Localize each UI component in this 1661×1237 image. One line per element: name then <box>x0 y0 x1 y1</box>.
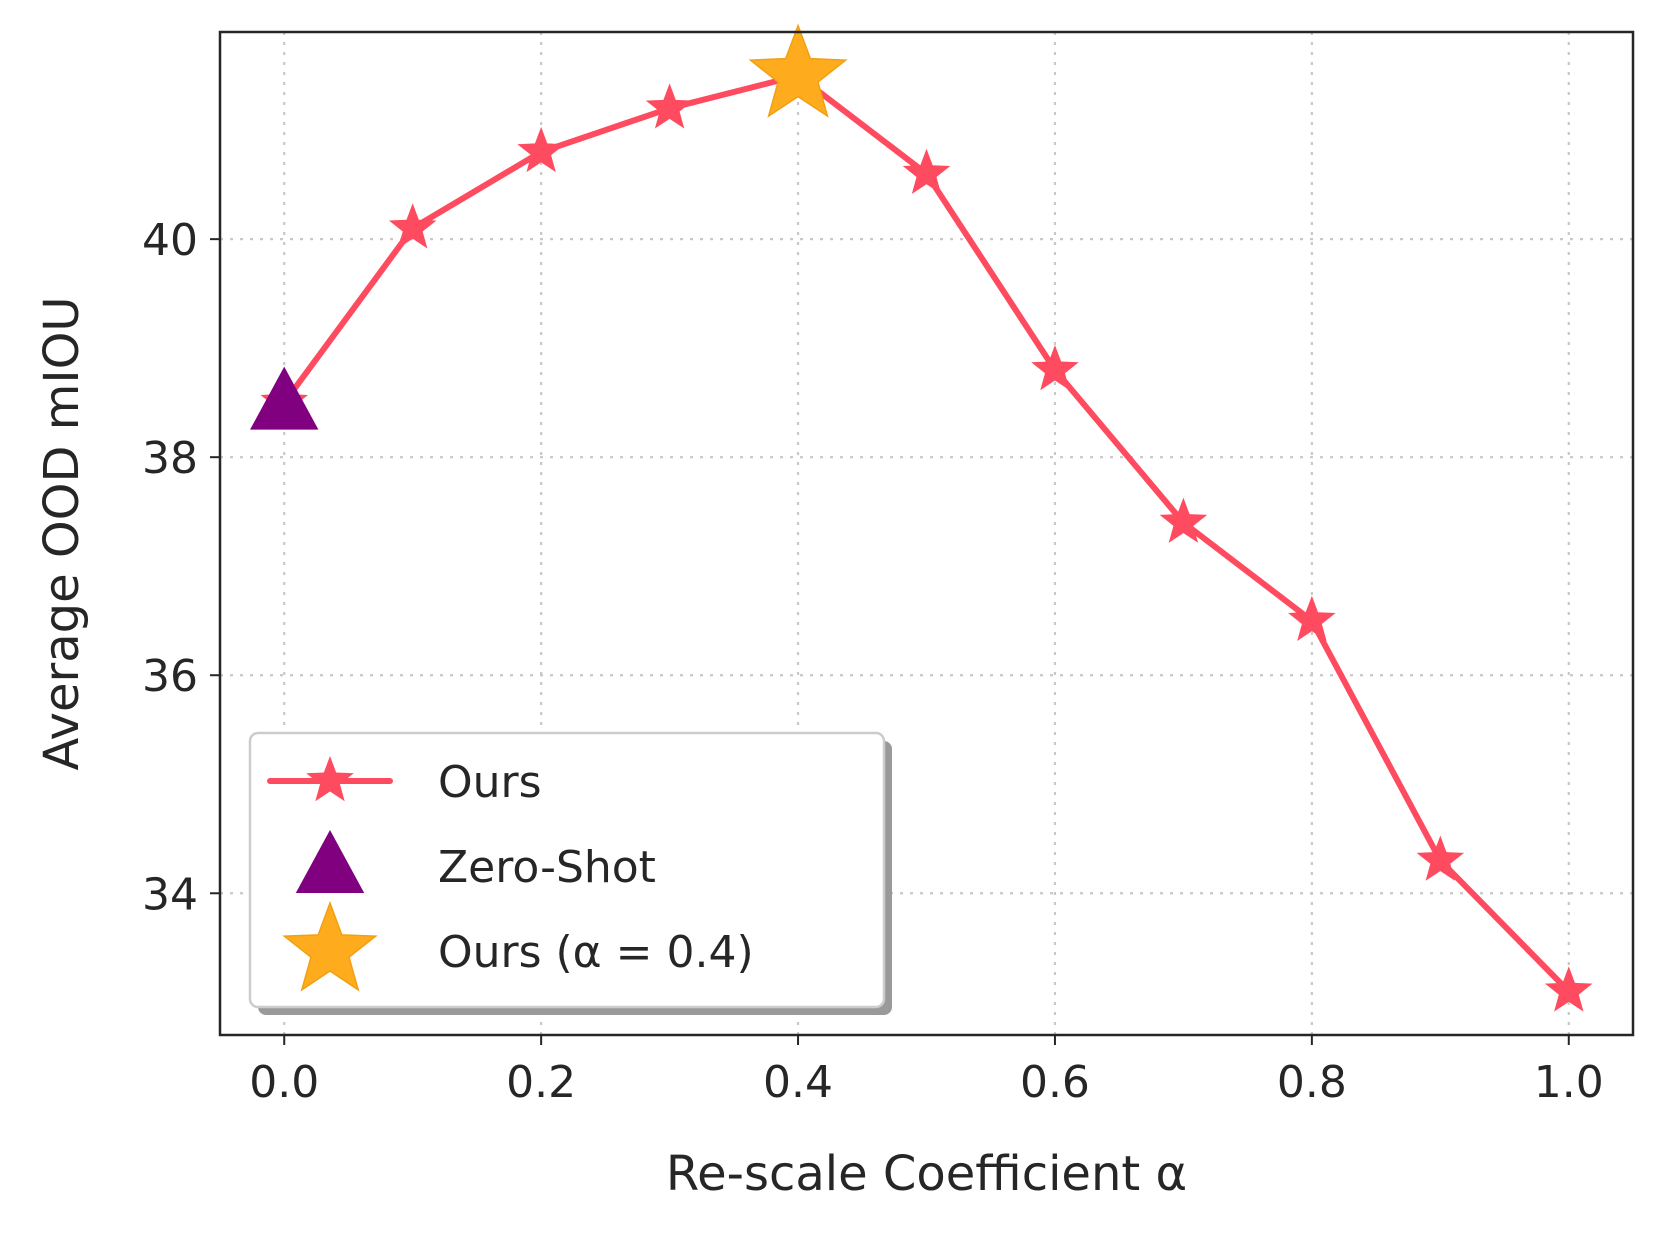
x-tick-label: 0.2 <box>506 1057 576 1108</box>
x-tick-label: 0.4 <box>763 1057 833 1108</box>
ours-star-marker <box>1416 835 1465 881</box>
ours-star-marker <box>645 83 694 129</box>
x-axis-label: Re-scale Coefficient α <box>666 1146 1187 1202</box>
ours-star-marker <box>902 148 951 194</box>
y-tick-label: 36 <box>142 651 198 702</box>
x-tick-label: 0.8 <box>1277 1057 1347 1108</box>
ours-star-marker <box>1159 497 1208 543</box>
legend-ours-alpha-star-icon <box>282 900 378 992</box>
y-tick-label: 34 <box>142 869 198 920</box>
grid <box>220 32 1633 1035</box>
ours-star-marker <box>388 203 437 249</box>
ours-alpha-star-marker <box>748 23 848 118</box>
y-axis-ticks: 34 36 38 40 <box>142 215 220 920</box>
x-axis-ticks: 0.0 0.2 0.4 0.6 0.8 1.0 <box>249 1035 1604 1108</box>
legend-ours-alpha-label: Ours (α = 0.4) <box>438 927 754 978</box>
legend-ours-label: Ours <box>438 757 542 808</box>
ours-star-marker <box>1288 595 1336 641</box>
legend-box <box>248 731 886 1009</box>
legend-zero-shot-triangle-icon <box>295 830 365 893</box>
y-tick-label: 40 <box>142 215 198 266</box>
ours-star-marker <box>1031 344 1079 391</box>
plot-series <box>250 23 1593 1012</box>
y-axis-label: Average OOD mIOU <box>34 297 90 771</box>
ours-star-marker <box>517 126 565 173</box>
zero-shot-triangle-marker <box>250 366 319 430</box>
ours-star-marker <box>1545 966 1593 1012</box>
x-tick-label: 0.6 <box>1020 1057 1090 1108</box>
legend: Ours Zero-Shot Ours (α = 0.4) <box>248 731 892 1015</box>
y-tick-label: 38 <box>142 433 198 484</box>
legend-ours-star-icon <box>306 756 354 802</box>
plot-frame <box>218 30 1635 1037</box>
x-tick-label: 0.0 <box>249 1057 319 1108</box>
legend-zero-shot-label: Zero-Shot <box>438 842 656 893</box>
x-tick-label: 1.0 <box>1534 1057 1604 1108</box>
